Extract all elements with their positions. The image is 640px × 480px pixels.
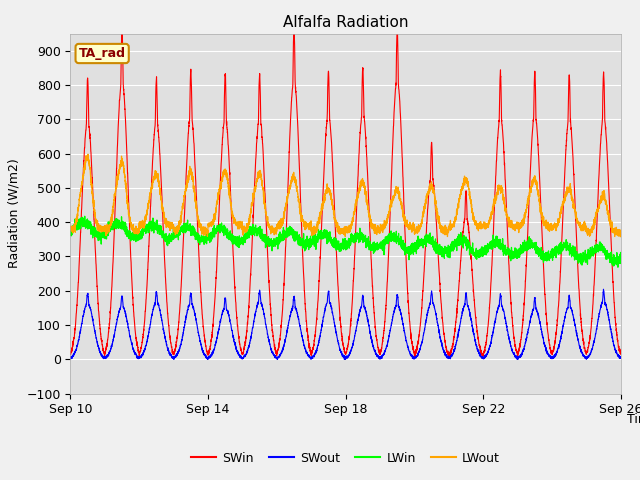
LWin bbox=[160, 231, 168, 237]
SWin bbox=[394, 25, 401, 31]
SWout bbox=[484, 350, 492, 356]
SWout bbox=[188, 302, 196, 308]
LWout bbox=[84, 151, 92, 157]
SWout bbox=[120, 305, 127, 311]
LWin bbox=[484, 249, 492, 254]
SWin bbox=[67, 352, 74, 358]
SWin bbox=[420, 277, 428, 283]
SWin bbox=[484, 320, 492, 326]
Text: TA_rad: TA_rad bbox=[79, 47, 125, 60]
Line: SWout: SWout bbox=[70, 289, 640, 360]
SWout bbox=[426, 300, 434, 306]
LWout bbox=[160, 212, 168, 217]
LWout bbox=[189, 171, 196, 177]
SWout bbox=[67, 356, 74, 361]
SWin bbox=[426, 181, 434, 187]
X-axis label: Time: Time bbox=[627, 413, 640, 426]
Line: LWout: LWout bbox=[70, 154, 640, 246]
SWin bbox=[160, 234, 168, 240]
Legend: SWin, SWout, LWin, LWout: SWin, SWout, LWin, LWout bbox=[186, 447, 505, 469]
LWin bbox=[189, 225, 196, 230]
LWin bbox=[81, 214, 88, 219]
Line: LWin: LWin bbox=[70, 216, 640, 270]
LWin bbox=[426, 240, 434, 245]
LWout bbox=[120, 170, 127, 176]
LWout bbox=[67, 223, 74, 229]
SWout bbox=[420, 332, 428, 337]
LWin bbox=[67, 232, 74, 238]
Line: SWin: SWin bbox=[70, 28, 640, 360]
SWin bbox=[120, 86, 127, 92]
Title: Alfalfa Radiation: Alfalfa Radiation bbox=[283, 15, 408, 30]
SWout bbox=[160, 327, 168, 333]
LWout bbox=[484, 220, 492, 226]
SWin bbox=[188, 119, 196, 124]
LWin bbox=[120, 224, 127, 229]
LWout bbox=[420, 207, 428, 213]
SWout bbox=[204, 357, 212, 362]
LWin bbox=[420, 240, 428, 245]
LWout bbox=[426, 188, 434, 193]
Y-axis label: Radiation (W/m2): Radiation (W/m2) bbox=[8, 159, 20, 268]
SWout bbox=[600, 287, 607, 292]
